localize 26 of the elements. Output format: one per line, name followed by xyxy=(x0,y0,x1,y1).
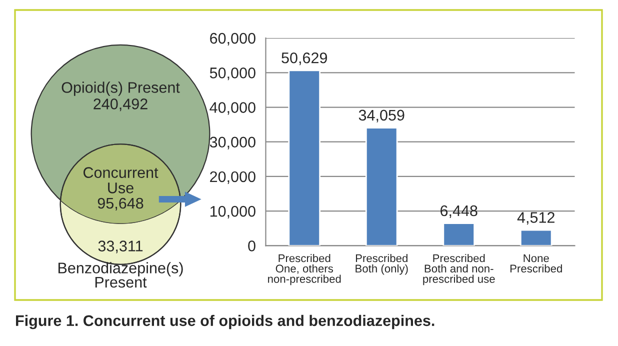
data-label: 34,059 xyxy=(358,110,404,122)
bar xyxy=(288,70,321,246)
category-label: Opioid(s) Present xyxy=(62,82,180,96)
y-tick-label: 10,000 xyxy=(210,206,256,219)
category-label: Benzodiazepine(s) Present xyxy=(58,262,183,288)
bar xyxy=(442,222,476,246)
x-tick-label: Prescribed Both (only) xyxy=(356,254,408,275)
y-tick-label: 30,000 xyxy=(210,136,256,150)
x-tick-label: Prescribed One, others non-prescribed xyxy=(268,254,341,286)
data-label: 6,448 xyxy=(440,205,478,218)
category-label: Concurrent Use xyxy=(84,167,158,194)
y-tick-label: 50,000 xyxy=(210,68,256,80)
caption: Figure 1. Concurrent use of opioids and benzodiazepines. xyxy=(16,314,434,330)
y-tick-label: 40,000 xyxy=(210,102,256,115)
data-label: 33,311 xyxy=(98,240,143,254)
data-label: 95,648 xyxy=(98,198,144,210)
bar xyxy=(520,229,552,246)
x-tick-label: Prescribed Both and non- prescribed use xyxy=(423,254,495,286)
bar xyxy=(365,127,398,246)
y-tick-label: 0 xyxy=(248,240,256,252)
data-label: 4,512 xyxy=(517,212,554,225)
y-tick-label: 60,000 xyxy=(210,32,256,46)
y-tick-label: 20,000 xyxy=(210,171,256,184)
data-label: 240,492 xyxy=(94,98,148,112)
data-label: 50,629 xyxy=(282,52,328,66)
x-tick-label: None Prescribed xyxy=(510,254,562,273)
